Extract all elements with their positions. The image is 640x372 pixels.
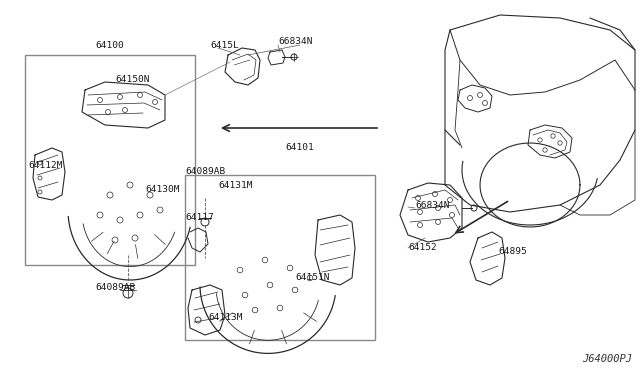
Text: 64151N: 64151N: [295, 273, 330, 282]
Bar: [25, 55, 195, 265]
Text: 64113M: 64113M: [208, 314, 243, 323]
Text: 64112M: 64112M: [28, 160, 63, 170]
Text: 64089AB: 64089AB: [185, 167, 225, 176]
Text: 64130M: 64130M: [145, 186, 179, 195]
Text: 64131M: 64131M: [218, 180, 253, 189]
Text: 64150N: 64150N: [115, 76, 150, 84]
Bar: [185, 175, 375, 340]
Text: 64101: 64101: [285, 144, 314, 153]
Text: J64000PJ: J64000PJ: [582, 354, 632, 364]
Text: 64100: 64100: [95, 41, 124, 49]
Text: 66834N: 66834N: [415, 201, 449, 209]
Text: 64117: 64117: [185, 214, 214, 222]
Text: 64152: 64152: [408, 244, 436, 253]
Text: 66834N: 66834N: [278, 38, 312, 46]
Text: 64089AB: 64089AB: [95, 283, 135, 292]
Text: 6415L: 6415L: [210, 41, 239, 49]
Text: 64895: 64895: [498, 247, 527, 257]
